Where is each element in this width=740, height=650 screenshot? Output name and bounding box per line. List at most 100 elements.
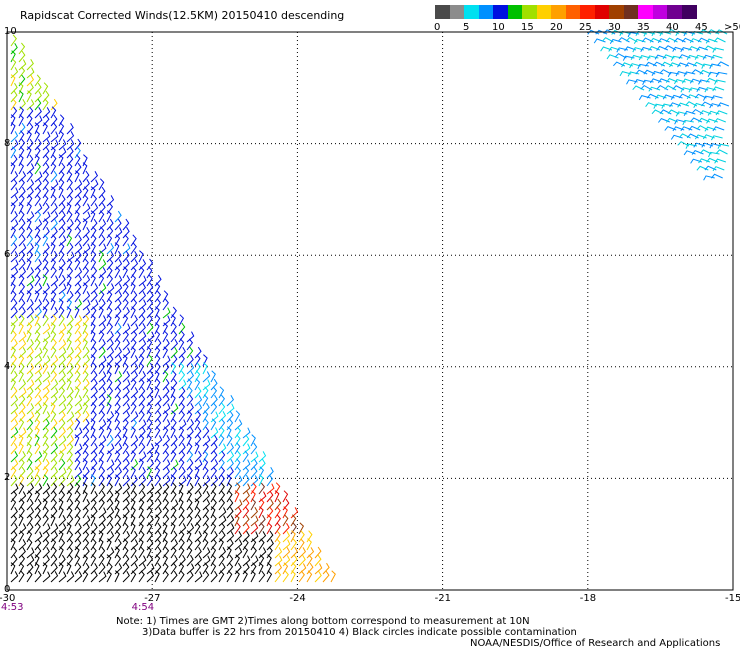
wind-barb [42, 498, 48, 511]
wind-barb [649, 37, 662, 43]
wind-barb [186, 490, 193, 503]
wind-barb [26, 394, 33, 407]
wind-barb [18, 451, 26, 463]
wind-barb [66, 362, 74, 375]
wind-barb [34, 395, 43, 407]
wind-barb [34, 290, 40, 303]
wind-barb [170, 522, 176, 535]
wind-barb [274, 555, 283, 567]
wind-barb [66, 538, 74, 551]
wind-barb [218, 402, 226, 415]
wind-barb [82, 506, 89, 519]
wind-barb [170, 410, 176, 423]
wind-barb [10, 282, 16, 295]
wind-barb [34, 363, 43, 375]
wind-barb [26, 490, 33, 503]
wind-barb [58, 435, 67, 447]
wind-barb [686, 133, 699, 139]
wind-barb [66, 450, 73, 463]
colorbar-segment [551, 5, 566, 19]
wind-barb [234, 514, 240, 527]
wind-barb [218, 538, 224, 551]
wind-barb [66, 418, 74, 431]
wind-barb [218, 386, 225, 399]
wind-barb [138, 555, 147, 567]
colorbar-segment [449, 5, 465, 19]
wind-barb [58, 458, 66, 471]
wind-barb [90, 530, 96, 543]
wind-barb [632, 47, 645, 53]
wind-barb [194, 354, 201, 367]
wind-barb [42, 323, 51, 335]
wind-barb [26, 114, 33, 127]
wind-barb [282, 490, 289, 503]
wind-barb [122, 290, 130, 303]
wind-barb [122, 250, 130, 263]
wind-barb [218, 411, 227, 423]
wind-barb [210, 394, 218, 407]
wind-barb [66, 426, 74, 439]
wind-barb [82, 291, 91, 303]
wind-barb [704, 87, 717, 93]
wind-barb [202, 482, 209, 495]
wind-barb [58, 410, 66, 423]
wind-barb [250, 498, 257, 511]
wind-barb [138, 386, 146, 399]
wind-barb [678, 54, 691, 59]
wind-barb [130, 482, 137, 495]
wind-barb [114, 275, 123, 287]
wind-barb [130, 323, 139, 335]
wind-barb [138, 538, 144, 551]
wind-barb [130, 290, 138, 303]
wind-barb [122, 243, 131, 255]
wind-barb [18, 202, 24, 215]
wind-barb [34, 162, 41, 175]
wind-barb [42, 523, 51, 535]
wind-barb [706, 157, 719, 163]
wind-barb [34, 186, 42, 199]
wind-barb [10, 346, 17, 359]
wind-barb [630, 54, 643, 60]
wind-barb [18, 178, 25, 191]
wind-barb [146, 266, 153, 279]
wind-barb [694, 93, 707, 99]
wind-barb [82, 523, 90, 535]
wind-barb [667, 109, 680, 115]
wind-barb [122, 442, 129, 455]
wind-barb [114, 418, 121, 431]
wind-barb [34, 98, 42, 111]
longitude-label: -30 [0, 593, 16, 604]
wind-barb [106, 347, 115, 359]
wind-barb [715, 149, 728, 155]
wind-barb [715, 110, 728, 116]
wind-barb [58, 450, 65, 463]
wind-barb [26, 267, 35, 279]
wind-barb [74, 370, 81, 383]
wind-barb [18, 162, 25, 175]
wind-barb [162, 538, 168, 551]
wind-barb [714, 158, 727, 164]
wind-barb [74, 514, 81, 527]
wind-barb [114, 266, 121, 279]
wind-barb [194, 442, 200, 455]
wind-barb [106, 482, 113, 495]
wind-barb [58, 515, 67, 527]
wind-barb [170, 322, 177, 335]
wind-barb [34, 531, 43, 543]
wind-barb [98, 330, 105, 343]
wind-barb [42, 450, 48, 463]
wind-barb [18, 226, 26, 239]
wind-barb [34, 506, 41, 519]
wind-barb [42, 562, 48, 575]
wind-barb [18, 402, 26, 415]
wind-barb [162, 290, 169, 303]
wind-barb [234, 466, 242, 479]
wind-barb [90, 171, 99, 183]
wind-barb [194, 426, 202, 439]
wind-barb [154, 426, 161, 439]
wind-barb [154, 483, 163, 495]
wind-barb [10, 171, 19, 183]
wind-barb [50, 202, 58, 215]
wind-barb [82, 362, 89, 375]
